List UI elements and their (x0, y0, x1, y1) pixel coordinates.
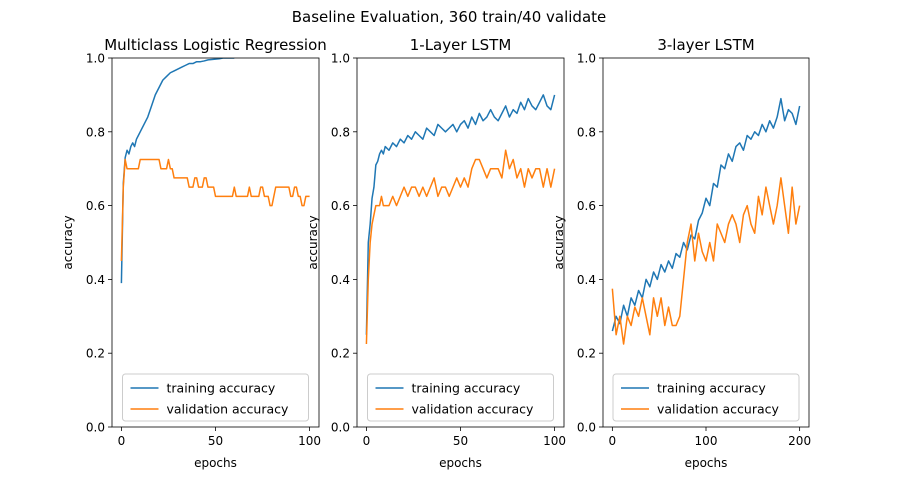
y-axis-label: accuracy (552, 215, 566, 269)
y-tick-label: 0.6 (86, 199, 105, 213)
y-tick-label: 0.0 (577, 421, 596, 435)
y-tick-label: 0.4 (577, 273, 596, 287)
legend-label-validation: validation accuracy (657, 402, 780, 417)
y-tick-label: 0.2 (577, 347, 596, 361)
y-tick-label: 0.8 (86, 125, 105, 139)
y-tick-label: 0.8 (331, 125, 350, 139)
y-tick-label: 0.2 (331, 347, 350, 361)
y-tick-label: 0.6 (577, 199, 596, 213)
legend: training accuracy validation accuracy (612, 373, 800, 422)
chart-title: Multiclass Logistic Regression (104, 36, 327, 54)
chart-panel-2: 1-Layer LSTM 0.0 0.2 0.4 0.6 0.8 1.0 0 50 100 epoc… (306, 36, 566, 470)
legend: training accuracy validation accuracy (367, 373, 554, 422)
y-tick-label: 1.0 (577, 52, 596, 66)
legend-label-training: training accuracy (657, 381, 766, 396)
figure-suptitle: Baseline Evaluation, 360 train/40 valida… (292, 8, 607, 26)
legend-box (612, 373, 800, 422)
legend-label-validation: validation accuracy (412, 402, 535, 417)
series-line-training (611, 97, 801, 332)
x-tick-label: 50 (453, 434, 468, 448)
series-line-training (365, 94, 556, 335)
y-tick-label: 0.4 (331, 273, 350, 287)
y-tick-label: 1.0 (331, 52, 350, 66)
x-tick-label: 200 (788, 434, 811, 448)
legend-label-validation: validation accuracy (167, 402, 290, 417)
x-tick-label: 0 (363, 434, 371, 448)
y-tick-label: 0.0 (331, 421, 350, 435)
y-tick-label: 0.6 (331, 199, 350, 213)
legend: training accuracy validation accuracy (122, 373, 309, 422)
series-line-validation (365, 149, 556, 345)
y-axis-label: accuracy (306, 215, 320, 269)
x-tick-label: 50 (208, 434, 223, 448)
y-tick-label: 0.2 (86, 347, 105, 361)
legend-box (367, 373, 554, 422)
series-line-validation (611, 177, 801, 345)
x-axis-label: epochs (194, 456, 237, 470)
y-axis-label: accuracy (61, 215, 75, 269)
x-tick-label: 0 (118, 434, 126, 448)
chart-panels: Multiclass Logistic Regression 0.0 0.2 0.4 0… (61, 36, 811, 470)
y-tick-label: 0.0 (86, 421, 105, 435)
y-tick-label: 1.0 (86, 52, 105, 66)
x-axis-label: epochs (439, 456, 482, 470)
series-line-training (120, 58, 235, 284)
legend-label-training: training accuracy (412, 381, 521, 396)
x-tick-label: 100 (543, 434, 566, 448)
y-tick-label: 0.4 (86, 273, 105, 287)
y-tick-label: 0.8 (577, 125, 596, 139)
chart-panel-3: 3-layer LSTM 0.0 0.2 0.4 0.6 0.8 1.0 0 100 200 epo… (552, 36, 811, 470)
x-axis-label: epochs (685, 456, 728, 470)
legend-box (122, 373, 309, 422)
x-tick-label: 0 (609, 434, 617, 448)
x-tick-label: 100 (695, 434, 718, 448)
chart-panel-1: Multiclass Logistic Regression 0.0 0.2 0.4 0… (61, 36, 327, 470)
legend-label-training: training accuracy (167, 381, 276, 396)
chart-title: 1-Layer LSTM (410, 36, 512, 54)
chart-title: 3-layer LSTM (657, 36, 754, 54)
x-tick-label: 100 (298, 434, 321, 448)
series-line-validation (120, 158, 310, 261)
